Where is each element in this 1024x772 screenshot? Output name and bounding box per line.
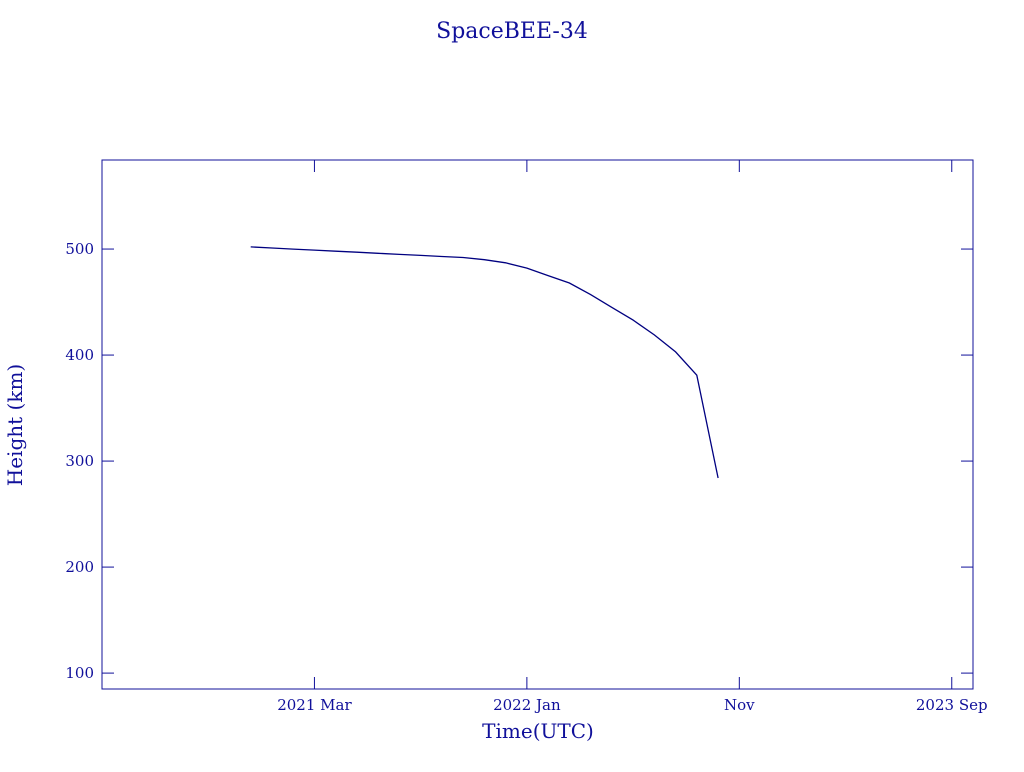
y-tick-label: 300 — [65, 452, 94, 470]
y-tick-label: 400 — [65, 346, 94, 364]
y-tick-label: 200 — [65, 558, 94, 576]
x-tick-label: 2021 Mar — [277, 696, 352, 714]
chart-title: SpaceBEE-34 — [436, 19, 588, 44]
data-line — [250, 246, 719, 479]
y-tick-label: 500 — [65, 240, 94, 258]
y-axis-label: Height (km) — [3, 364, 27, 486]
x-tick-label: 2022 Jan — [493, 696, 561, 714]
y-tick-label: 100 — [65, 664, 94, 682]
plot-frame — [101, 159, 974, 690]
x-tick-label: 2023 Sep — [916, 696, 988, 714]
x-tick-label: Nov — [724, 696, 755, 714]
x-axis-label: Time(UTC) — [482, 719, 594, 743]
